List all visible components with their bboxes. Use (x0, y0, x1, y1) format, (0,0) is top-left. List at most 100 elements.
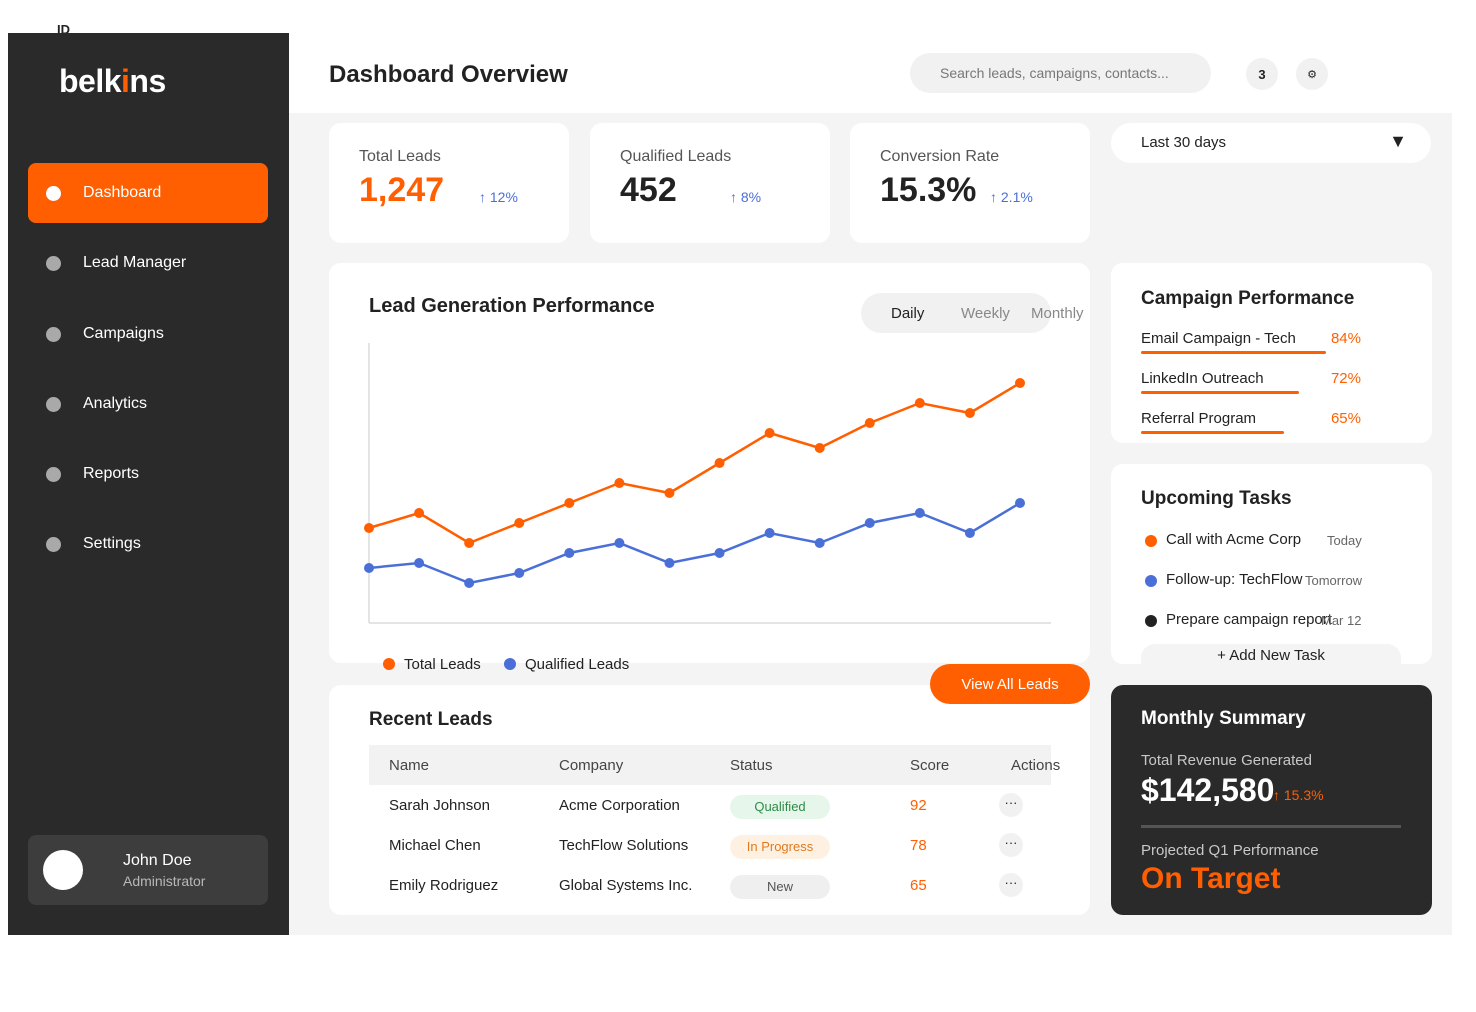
status-badge: New (730, 875, 830, 899)
brand-logo[interactable]: belkins (59, 63, 166, 99)
sidebar-item-lead-manager[interactable]: Lead Manager (28, 233, 268, 293)
column-header-score[interactable]: Score (910, 757, 950, 774)
column-header-status[interactable]: Status (730, 757, 773, 774)
data-point[interactable] (664, 558, 675, 568)
data-point[interactable] (914, 508, 925, 518)
task-status-dot-icon (1145, 575, 1157, 587)
upcoming-tasks-card: Upcoming Tasks Call with Acme Corp Today… (1111, 464, 1432, 664)
notification-badge[interactable]: 3 (1246, 58, 1278, 90)
task-item[interactable]: Prepare campaign report Mar 12 (1145, 611, 1385, 631)
sidebar-item-label: Lead Manager (83, 254, 187, 271)
data-point[interactable] (364, 523, 374, 533)
task-label: Prepare campaign report (1166, 611, 1332, 628)
status-badge: In Progress (730, 835, 830, 859)
data-point[interactable] (414, 558, 425, 568)
stat-change: ↑ 8% (730, 189, 762, 205)
legend-qualified-leads: Qualified Leads (525, 656, 630, 673)
data-point[interactable] (714, 458, 725, 468)
chart-title: Lead Generation Performance (369, 295, 655, 317)
lead-company: Global Systems Inc. (559, 877, 693, 894)
data-point[interactable] (364, 563, 374, 573)
data-point[interactable] (714, 548, 725, 558)
analytics-dot-icon (46, 396, 61, 412)
task-status-dot-icon (1145, 535, 1157, 547)
data-point[interactable] (514, 568, 525, 578)
user-profile-card[interactable]: John Doe Administrator (28, 835, 268, 905)
legend-total-leads: Total Leads (404, 656, 481, 673)
table-header: Name Company Status Score Actions (369, 745, 1060, 785)
task-item[interactable]: Call with Acme Corp Today (1145, 531, 1385, 551)
recent-leads-card: Recent Leads Name Company Status Score A… (329, 685, 1090, 915)
sidebar-item-analytics[interactable]: Analytics (28, 374, 268, 434)
sidebar: belkins Dashboard Lead Manager Campaigns… (8, 33, 289, 935)
data-point[interactable] (864, 518, 875, 528)
tab-weekly[interactable]: Weekly (961, 305, 1010, 322)
view-all-leads-button[interactable]: View All Leads (930, 664, 1090, 704)
lead-company: Acme Corporation (559, 797, 680, 814)
task-status-dot-icon (1145, 615, 1157, 627)
data-point[interactable] (564, 498, 575, 508)
data-point[interactable] (764, 528, 775, 538)
stat-value: 452 (620, 171, 677, 209)
stat-value: 15.3% (880, 171, 977, 209)
campaign-percent: 84% (1330, 330, 1361, 347)
date-range-select[interactable]: Last 30 days ▼ (1111, 123, 1431, 163)
lead-generation-chart-card: Lead Generation Performance Daily Weekly… (329, 263, 1090, 673)
sidebar-item-settings[interactable]: Settings (28, 514, 268, 574)
stat-change: ↑ 12% (479, 189, 518, 205)
more-actions-icon[interactable]: ··· (999, 833, 1023, 857)
campaign-name: Referral Program (1141, 410, 1257, 427)
more-actions-icon[interactable]: ··· (999, 793, 1023, 817)
data-point[interactable] (564, 548, 575, 558)
data-point[interactable] (914, 398, 925, 408)
monthly-summary-card: Monthly Summary Total Revenue Generated … (1111, 685, 1432, 915)
more-actions-icon[interactable]: ··· (999, 873, 1023, 897)
data-point[interactable] (1015, 498, 1025, 508)
data-point[interactable] (464, 578, 475, 588)
add-task-button[interactable]: + Add New Task (1141, 644, 1401, 664)
revenue-value: $142,580 (1141, 772, 1275, 808)
tab-monthly[interactable]: Monthly (1031, 305, 1084, 322)
campaign-name: Email Campaign - Tech (1141, 330, 1296, 347)
data-point[interactable] (814, 443, 825, 453)
top-header: Dashboard Overview 3 ⚙ (289, 33, 1452, 113)
data-point[interactable] (614, 538, 625, 548)
gear-icon[interactable]: ⚙ (1296, 58, 1328, 90)
column-header-name[interactable]: Name (389, 757, 430, 774)
data-point[interactable] (1015, 378, 1025, 388)
data-point[interactable] (464, 538, 475, 548)
upcoming-tasks-title: Upcoming Tasks (1141, 488, 1292, 509)
task-item[interactable]: Follow-up: TechFlow Tomorrow (1145, 571, 1385, 591)
tab-daily[interactable]: Daily (891, 305, 925, 322)
stat-label: Conversion Rate (880, 148, 1000, 165)
task-due: Mar 12 (1321, 613, 1362, 628)
data-point[interactable] (964, 528, 975, 538)
sidebar-item-dashboard[interactable]: Dashboard (28, 163, 268, 223)
campaign-performance-card: Campaign Performance Email Campaign - Te… (1111, 263, 1432, 443)
stat-card-total-leads: Total Leads 1,247 ↑ 12% (329, 123, 569, 243)
data-point[interactable] (514, 518, 525, 528)
legend-qualified-leads-dot (504, 658, 516, 670)
data-point[interactable] (664, 488, 675, 498)
monthly-summary-title: Monthly Summary (1141, 708, 1306, 729)
reports-dot-icon (46, 466, 61, 482)
data-point[interactable] (864, 418, 875, 428)
data-point[interactable] (764, 428, 775, 438)
date-range-value: Last 30 days (1141, 134, 1227, 151)
data-point[interactable] (414, 508, 425, 518)
column-header-actions: Actions (1011, 757, 1061, 774)
projection-value: On Target (1141, 862, 1281, 895)
search-input[interactable] (910, 53, 1211, 93)
campaign-progress-bar (1141, 391, 1300, 394)
sidebar-item-campaigns[interactable]: Campaigns (28, 304, 268, 364)
data-point[interactable] (614, 478, 625, 488)
stat-card-conversion-rate: Conversion Rate 15.3% ↑ 2.1% (850, 123, 1090, 243)
lead-company: TechFlow Solutions (559, 837, 689, 854)
sidebar-item-reports[interactable]: Reports (28, 444, 268, 504)
data-point[interactable] (964, 408, 975, 418)
data-point[interactable] (814, 538, 825, 548)
column-header-company[interactable]: Company (559, 757, 624, 774)
stat-card-qualified-leads: Qualified Leads 452 ↑ 8% (590, 123, 830, 243)
sidebar-item-label: Dashboard (83, 184, 162, 201)
campaign-progress-bar (1141, 351, 1326, 354)
